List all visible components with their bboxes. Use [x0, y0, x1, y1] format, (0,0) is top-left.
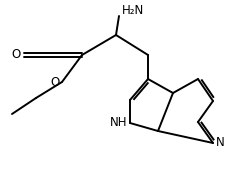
Text: H₂N: H₂N: [122, 3, 144, 17]
Text: NH: NH: [109, 116, 127, 130]
Text: N: N: [216, 137, 225, 149]
Text: O: O: [51, 75, 60, 89]
Text: O: O: [12, 49, 21, 61]
